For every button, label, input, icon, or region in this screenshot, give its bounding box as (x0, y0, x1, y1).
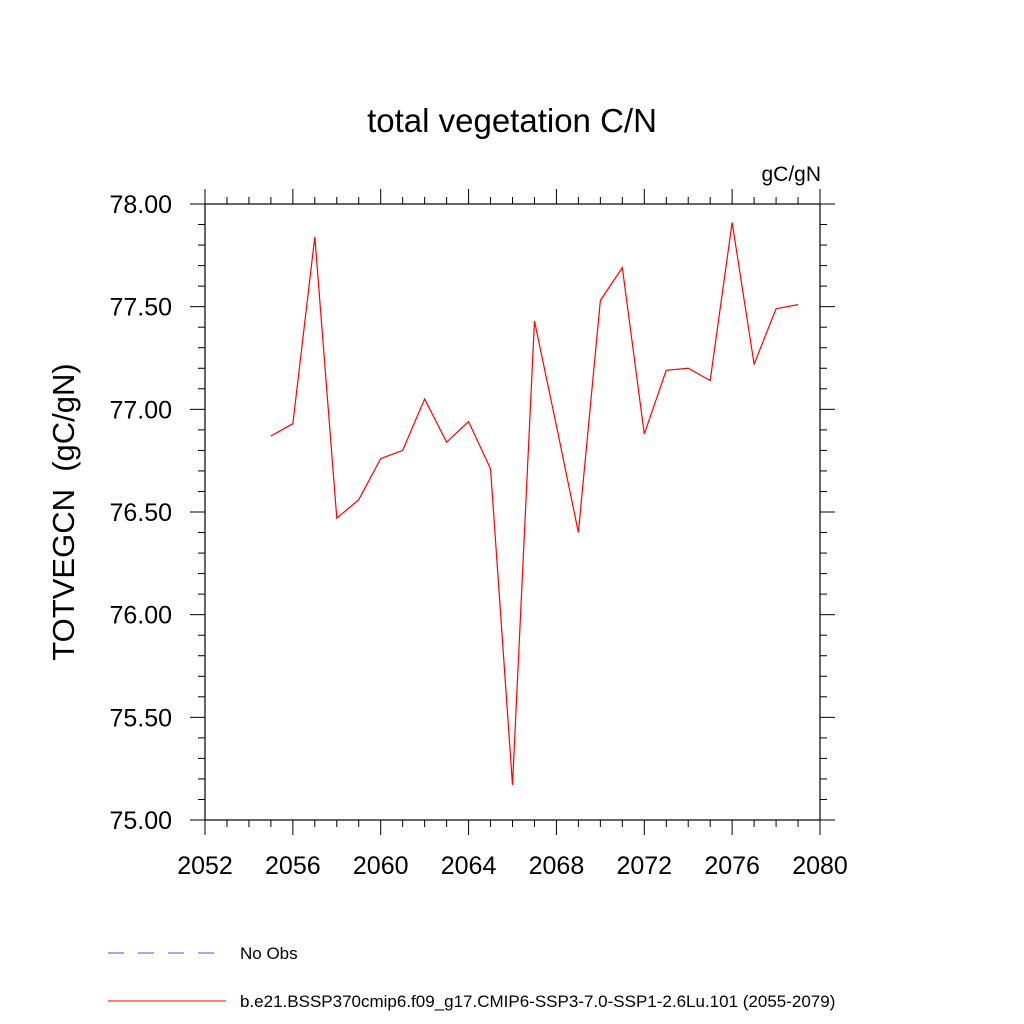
series-layer (270, 222, 799, 786)
series-line (270, 222, 799, 786)
y-tick-label: 75.00 (109, 807, 172, 835)
y-tick-labels: 75.00 75.50 76.00 76.50 77.00 77.50 78.00 (109, 191, 172, 835)
axis-ticks (190, 189, 835, 835)
y-tick-label: 77.00 (109, 396, 172, 424)
x-tick-label: 2056 (265, 852, 321, 880)
x-tick-label: 2064 (441, 852, 497, 880)
x-tick-label: 2060 (353, 852, 409, 880)
x-tick-labels: 2052 2056 2060 2064 2068 2072 2076 2080 (177, 852, 848, 880)
x-tick-label: 2076 (704, 852, 760, 880)
legend-label: No Obs (240, 944, 298, 963)
chart-title: total vegetation C/N (367, 102, 657, 139)
legend-label: b.e21.BSSP370cmip6.f09_g17.CMIP6-SSP3-7.… (240, 992, 835, 1011)
x-tick-label: 2052 (177, 852, 233, 880)
plot-border (204, 203, 821, 821)
x-tick-label: 2080 (792, 852, 848, 880)
units-label: gC/gN (761, 163, 821, 186)
x-tick-label: 2072 (616, 852, 672, 880)
y-axis-label: TOTVEGCN (gC/gN) (46, 363, 81, 660)
y-tick-label: 77.50 (109, 294, 172, 322)
legend: No Obs b.e21.BSSP370cmip6.f09_g17.CMIP6-S… (108, 944, 835, 1011)
y-tick-label: 76.50 (109, 499, 172, 527)
y-tick-label: 78.00 (109, 191, 172, 219)
y-tick-label: 76.00 (109, 602, 172, 630)
x-tick-label: 2068 (529, 852, 585, 880)
plot-frame (204, 203, 821, 821)
y-tick-label: 75.50 (109, 704, 172, 732)
